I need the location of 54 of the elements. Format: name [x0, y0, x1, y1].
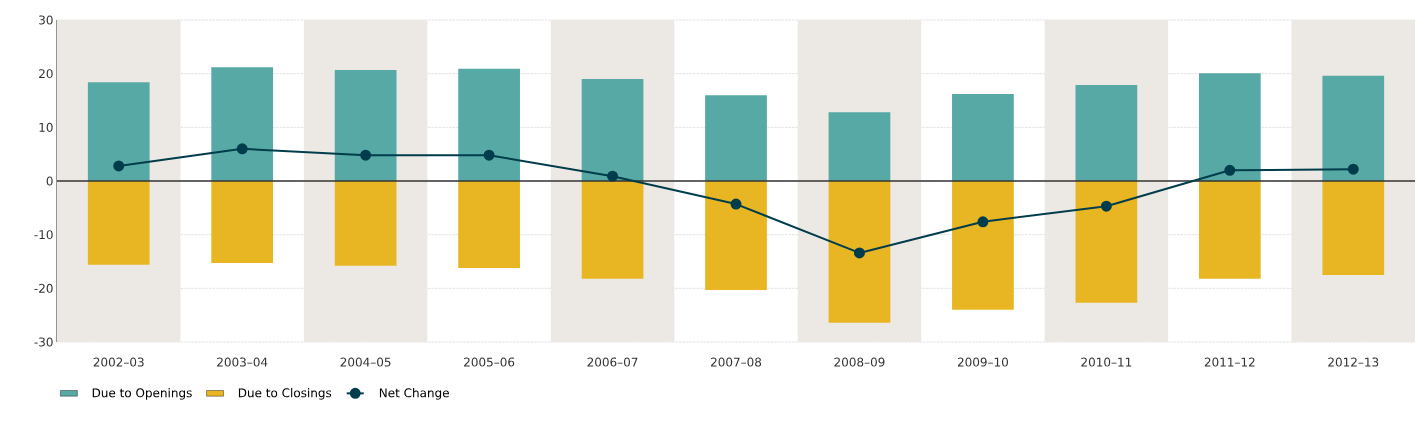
point: [113, 160, 125, 172]
bar: [458, 68, 520, 181]
y-tick-label: 0: [46, 176, 53, 186]
y-tick-label: -30: [34, 337, 53, 347]
x-tick-label: 2002–03: [93, 357, 144, 367]
x-tick-label: 2012–13: [1328, 357, 1379, 367]
y-tick-label: 30: [39, 15, 53, 25]
point: [1100, 200, 1112, 212]
y-tick-label: -20: [34, 283, 53, 293]
point: [236, 143, 248, 155]
bar: [1198, 181, 1261, 279]
bar: [87, 181, 150, 265]
bar: [1322, 75, 1385, 181]
x-tick-label: 2004–05: [340, 357, 391, 367]
legend-label: Net Change: [379, 388, 449, 400]
y-tick-label: -10: [34, 230, 53, 240]
point: [730, 198, 742, 210]
bar: [334, 181, 397, 266]
bar: [828, 181, 891, 323]
bar: [1075, 181, 1138, 303]
x-tick-label: 2003–04: [217, 357, 268, 367]
bar: [705, 95, 767, 181]
point: [1224, 164, 1236, 176]
legend-label: Due to Openings: [92, 388, 192, 400]
bar: [1075, 84, 1138, 181]
x-tick-label: 2008–09: [834, 357, 885, 367]
bar: [87, 82, 150, 181]
bar: [334, 69, 397, 181]
point: [853, 247, 865, 259]
bar: [211, 67, 274, 181]
x-tick-label: 2007–08: [710, 357, 762, 367]
bar: [705, 181, 767, 290]
x-tick-label: 2009–10: [957, 357, 1009, 367]
point: [360, 149, 372, 161]
y-tick-label: 10: [39, 122, 53, 132]
legend-label: Due to Closings: [238, 388, 332, 400]
bar: [1322, 181, 1385, 275]
x-tick-label: 2011–12: [1204, 357, 1255, 367]
point: [1347, 163, 1359, 175]
point: [607, 170, 619, 182]
bar: [211, 181, 274, 264]
point: [483, 149, 495, 161]
bar: [952, 94, 1014, 181]
bar: [952, 181, 1014, 310]
point: [977, 216, 989, 228]
x-tick-label: 2010–11: [1081, 357, 1132, 367]
x-tick-label: 2006–07: [587, 357, 638, 367]
y-tick-label: 20: [39, 69, 53, 79]
bar: [1198, 73, 1261, 181]
bar: [458, 181, 520, 268]
bar: [828, 112, 891, 181]
bar: [581, 79, 644, 181]
bar: [581, 181, 644, 279]
x-tick-label: 2005–06: [464, 357, 515, 367]
